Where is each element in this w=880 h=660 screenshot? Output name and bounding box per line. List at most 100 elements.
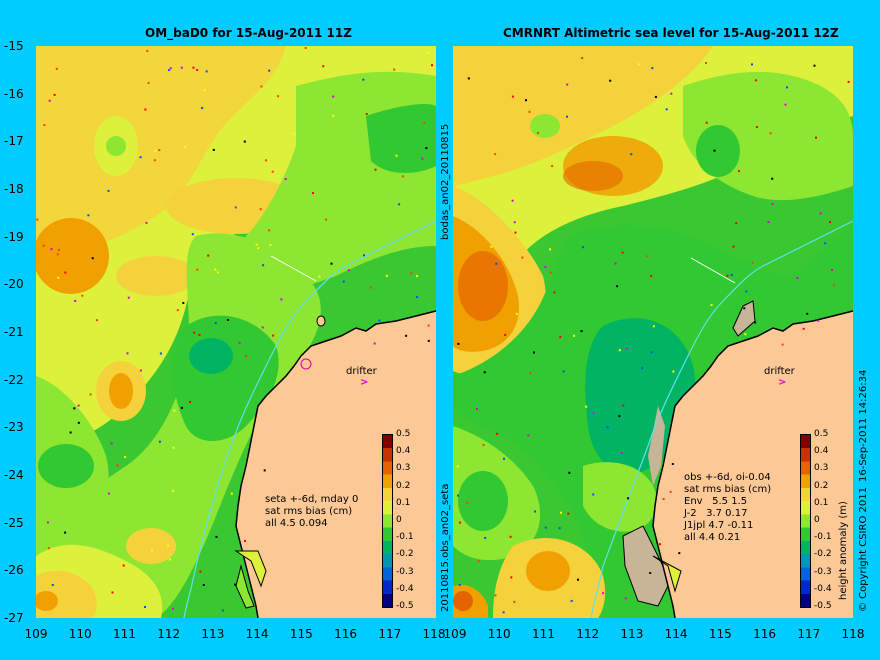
observation-marker bbox=[362, 78, 365, 81]
observation-marker bbox=[146, 49, 149, 52]
observation-marker bbox=[705, 121, 708, 124]
observation-marker bbox=[650, 274, 653, 277]
longitude-tick-label: 115 bbox=[289, 627, 313, 641]
observation-marker bbox=[124, 455, 127, 458]
observation-marker bbox=[513, 600, 516, 603]
right-stats-box: obs +-6d, oi-0.04 sat rms bias (cm) Env … bbox=[684, 472, 772, 543]
observation-marker bbox=[96, 319, 98, 322]
colorbar-tick-label: -0.4 bbox=[396, 583, 414, 594]
observation-marker bbox=[459, 521, 462, 524]
observation-marker bbox=[272, 334, 275, 337]
observation-marker bbox=[495, 262, 498, 265]
drifter-label: drifter bbox=[764, 366, 795, 377]
observation-marker bbox=[48, 99, 51, 102]
observation-marker bbox=[570, 599, 573, 602]
observation-marker bbox=[122, 564, 125, 567]
longitude-tick-label: 117 bbox=[378, 627, 402, 641]
observation-marker bbox=[786, 86, 788, 89]
observation-marker bbox=[829, 221, 831, 224]
observation-marker bbox=[513, 221, 516, 224]
observation-marker bbox=[180, 66, 183, 69]
colorbar-tick-label: -0.3 bbox=[814, 566, 832, 577]
observation-marker bbox=[385, 274, 388, 277]
observation-marker bbox=[172, 489, 175, 492]
longitude-tick-label: 110 bbox=[487, 627, 511, 641]
observation-marker bbox=[477, 560, 480, 563]
observation-marker bbox=[730, 274, 733, 276]
observation-marker bbox=[56, 253, 59, 256]
observation-marker bbox=[582, 246, 584, 249]
observation-marker bbox=[172, 607, 174, 610]
observation-marker bbox=[771, 177, 774, 180]
observation-marker bbox=[551, 165, 554, 168]
observation-marker bbox=[671, 463, 674, 465]
observation-marker bbox=[325, 218, 328, 221]
observation-marker bbox=[771, 202, 774, 205]
observation-marker bbox=[199, 570, 202, 573]
observation-marker bbox=[654, 95, 657, 98]
observation-marker bbox=[245, 355, 248, 357]
latitude-tick-label: -23 bbox=[4, 420, 24, 435]
left-map-field bbox=[36, 46, 436, 618]
observation-marker bbox=[726, 274, 729, 277]
observation-marker bbox=[268, 229, 271, 232]
observation-markers bbox=[36, 47, 433, 612]
observation-marker bbox=[180, 406, 183, 409]
observation-marker bbox=[784, 103, 787, 106]
observation-marker bbox=[592, 493, 595, 496]
longitude-tick-label: 115 bbox=[708, 627, 732, 641]
observation-marker bbox=[221, 609, 224, 612]
observation-marker bbox=[168, 69, 171, 72]
longitude-tick-label: 113 bbox=[620, 627, 644, 641]
observation-marker bbox=[425, 147, 428, 150]
observation-marker bbox=[568, 471, 571, 474]
observation-marker bbox=[847, 80, 850, 83]
middle-bottom-label: 20110815.obs_an02_seta bbox=[440, 483, 451, 612]
observation-marker bbox=[398, 203, 401, 206]
observation-marker bbox=[562, 370, 565, 373]
observation-marker bbox=[781, 343, 784, 346]
observation-marker bbox=[831, 269, 833, 271]
observation-marker bbox=[147, 81, 150, 84]
observation-marker bbox=[558, 527, 561, 530]
longitude-tick-label: 116 bbox=[334, 627, 357, 641]
longitude-tick-label: 110 bbox=[68, 627, 92, 641]
observation-marker bbox=[322, 65, 325, 68]
observation-marker bbox=[269, 244, 272, 247]
colorbar-tick-label: 0 bbox=[814, 515, 820, 525]
observation-marker bbox=[196, 268, 199, 271]
observation-marker bbox=[511, 95, 514, 98]
longitude-tick-label: 114 bbox=[664, 627, 688, 641]
longitude-tick-label: 112 bbox=[576, 627, 600, 641]
observation-marker bbox=[553, 291, 556, 294]
longitude-tick-label: 118 bbox=[422, 627, 446, 641]
colorbar-tick-label: 0.1 bbox=[814, 497, 829, 508]
observation-marker bbox=[606, 426, 609, 429]
observation-marker bbox=[189, 401, 191, 403]
latitude-tick-label: -17 bbox=[4, 134, 24, 149]
observation-marker bbox=[373, 342, 376, 345]
observation-marker bbox=[669, 490, 672, 493]
observation-marker bbox=[567, 512, 570, 515]
observation-marker bbox=[566, 115, 568, 118]
observation-marker bbox=[262, 264, 265, 267]
observation-marker bbox=[824, 242, 827, 245]
right-map-title: CMRNRT Altimetric sea level for 15-Aug-2… bbox=[503, 26, 839, 40]
latitude-tick-label: -26 bbox=[4, 563, 24, 578]
longitude-tick-label: 118 bbox=[841, 627, 865, 641]
observation-marker bbox=[182, 302, 185, 304]
observation-marker bbox=[614, 262, 617, 265]
observation-marker bbox=[64, 271, 67, 274]
observation-marker bbox=[261, 326, 264, 329]
observation-marker bbox=[393, 68, 396, 71]
observation-marker bbox=[416, 296, 419, 299]
observation-marker bbox=[494, 153, 497, 156]
observation-marker bbox=[144, 108, 147, 111]
observation-marker bbox=[173, 409, 176, 412]
drifter-label: drifter bbox=[346, 366, 377, 377]
observation-marker bbox=[732, 245, 735, 248]
observation-marker bbox=[559, 336, 562, 339]
observation-marker bbox=[751, 63, 753, 66]
latitude-tick-label: -22 bbox=[4, 372, 24, 387]
observation-marker bbox=[621, 251, 624, 254]
